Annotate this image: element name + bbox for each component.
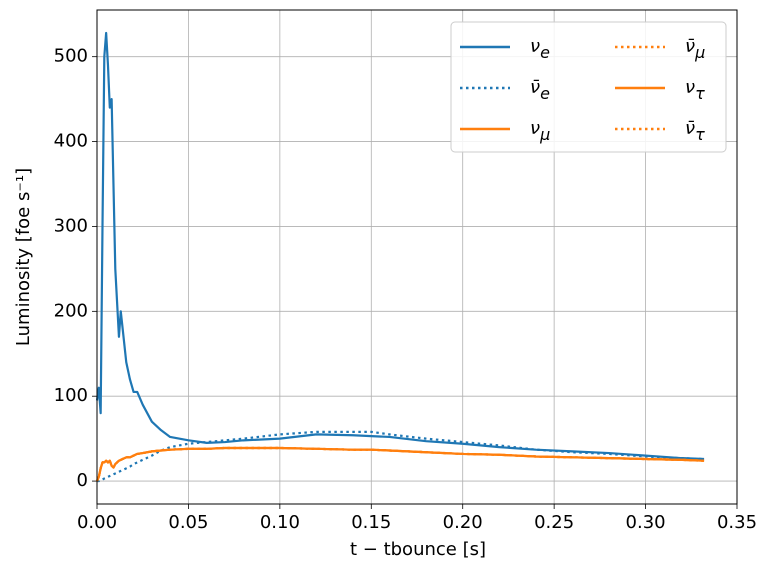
y-tick-label: 200 (54, 300, 88, 321)
x-tick-label: 0.10 (260, 512, 300, 533)
x-tick-label: 0.25 (534, 512, 574, 533)
y-tick-label: 0 (77, 470, 88, 491)
legend-label: νe (530, 36, 550, 62)
y-tick-label: 300 (54, 215, 88, 236)
x-tick-label: 0.20 (443, 512, 483, 533)
legend-label: ν̄μ (685, 36, 705, 62)
legend-label: νμ (530, 118, 550, 144)
x-axis-label: t − tbounce [s] (350, 539, 486, 560)
legend-label: ν̄τ (685, 118, 705, 144)
x-tick-label: 0.05 (168, 512, 208, 533)
legend-label: ντ (685, 77, 705, 103)
y-tick-label: 500 (54, 46, 88, 67)
plot-frame (96, 9, 738, 505)
y-tick-label: 400 (54, 131, 88, 152)
legend-box (450, 21, 727, 153)
y-tick-label: 100 (54, 385, 88, 406)
series-line (95, 446, 705, 482)
x-tick-label: 0.30 (626, 512, 666, 533)
legend-label: ν̄e (530, 77, 550, 103)
y-axis-label: Luminosity [foe s⁻¹] (13, 168, 34, 346)
series-line (97, 430, 705, 483)
x-tick-label: 0.00 (77, 512, 117, 533)
x-tick-label: 0.35 (717, 512, 757, 533)
x-tick-label: 0.15 (351, 512, 391, 533)
series-line (95, 31, 705, 461)
